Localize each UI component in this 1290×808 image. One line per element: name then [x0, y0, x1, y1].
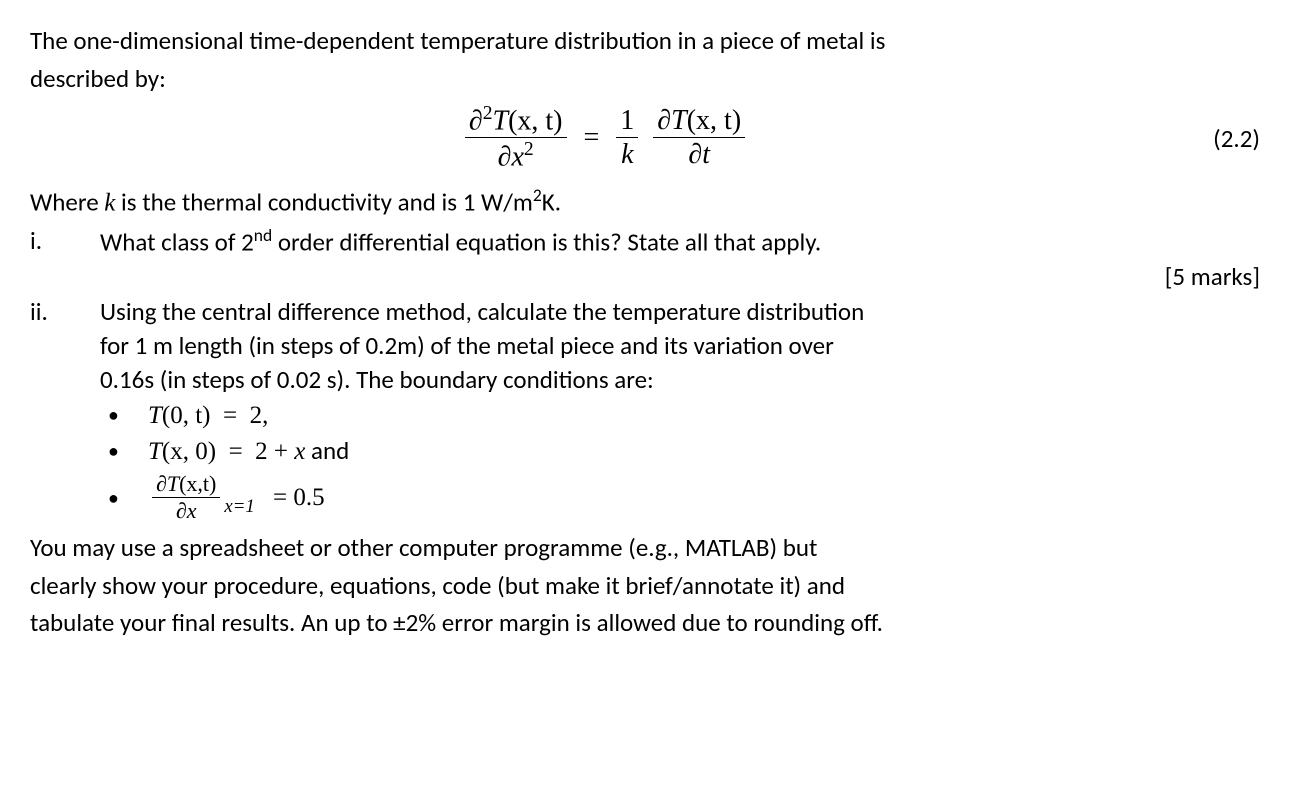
- bc1-eq: =: [211, 402, 250, 429]
- item-i-body: What class of 2nd order differential equ…: [100, 224, 1260, 293]
- footer-line2: clearly show your procedure, equations, …: [30, 569, 1260, 603]
- eq-lhs-d: ∂: [469, 105, 483, 136]
- equation-row: ∂2T(x, t) ∂x2 = 1 k ∂T(x, t) ∂t (2.2): [30, 102, 1260, 175]
- item-ii-marker: ii.: [30, 295, 100, 527]
- bc2-rhs: 2 +: [255, 438, 294, 465]
- equation-label: (2.2): [1180, 102, 1260, 156]
- bc2-T: T: [148, 438, 162, 465]
- item-i: i. What class of 2nd order differential …: [30, 224, 1260, 293]
- item-ii-body: Using the central difference method, cal…: [100, 295, 1260, 527]
- eq-lhs-T: T: [492, 105, 508, 136]
- bc1: ● T(0, t) = 2,: [100, 399, 1260, 433]
- where-post1: is the thermal conductivity and is 1 W/m: [115, 187, 533, 218]
- bc3-sub: x=1: [224, 496, 254, 517]
- bc3-content: ∂T(x,t) ∂x x=1 = 0.5: [148, 471, 325, 525]
- bc3: ● ∂T(x,t) ∂x x=1 = 0.5: [100, 471, 1260, 525]
- eq-rhs1-den: k: [616, 138, 638, 172]
- bc3-num-args: (x,t): [179, 471, 216, 496]
- bc3-den: ∂x: [152, 498, 220, 524]
- bullet-dot-icon: ●: [100, 403, 148, 427]
- item-i-sup: nd: [254, 224, 272, 246]
- where-post2: K.: [542, 187, 561, 218]
- intro-line2: described by:: [30, 62, 1260, 96]
- bc2-x: x: [294, 438, 305, 465]
- where-pre: Where: [30, 187, 104, 218]
- item-i-marker: i.: [30, 224, 100, 293]
- bc2-eq: =: [216, 438, 255, 465]
- bullet-dot-icon: ●: [100, 486, 148, 510]
- footer-line3: tabulate your final results. An up to ±2…: [30, 606, 1260, 640]
- intro-line1: The one-dimensional time-dependent tempe…: [30, 24, 1260, 58]
- eq-lhs-args: (x, t): [508, 105, 562, 136]
- eq-rhs2-den: ∂t: [653, 138, 745, 172]
- eq-equals: =: [584, 122, 600, 153]
- bc1-T: T: [148, 402, 162, 429]
- where-k: k: [104, 190, 115, 217]
- bc3-fraction: ∂T(x,t) ∂x: [152, 471, 220, 525]
- eq-rhs2-fraction: ∂T(x, t) ∂t: [653, 104, 745, 172]
- bc2: ● T(x, 0) = 2 + x and: [100, 434, 1260, 469]
- item-ii-line2: for 1 m length (in steps of 0.2m) of the…: [100, 329, 1260, 363]
- bc3-num-dT: ∂T: [156, 471, 179, 496]
- eq-lhs-den-sq: 2: [524, 139, 534, 160]
- item-i-text1: What class of 2: [100, 227, 254, 258]
- eq-lhs-sq: 2: [483, 103, 493, 124]
- eq-lhs-den-dx: ∂x: [498, 142, 524, 173]
- eq-rhs2-dT: ∂T: [657, 105, 686, 136]
- item-ii-line1: Using the central difference method, cal…: [100, 295, 1260, 329]
- where-line: Where k is the thermal conductivity and …: [30, 184, 1260, 220]
- where-sq: 2: [533, 184, 542, 206]
- eq-rhs1-fraction: 1 k: [616, 104, 638, 172]
- item-ii-line3: 0.16s (in steps of 0.02 s). The boundary…: [100, 363, 1260, 397]
- item-i-marks: [5 marks]: [100, 260, 1260, 294]
- bc2-and: and: [305, 435, 349, 466]
- bc1-args: (0, t): [162, 402, 211, 429]
- bullet-dot-icon: ●: [100, 439, 148, 463]
- bc2-content: T(x, 0) = 2 + x and: [148, 434, 349, 469]
- item-i-text2: order differential equation is this? Sta…: [272, 227, 821, 258]
- bc1-rhs: 2,: [250, 402, 269, 429]
- bc1-content: T(0, t) = 2,: [148, 399, 268, 433]
- bc3-eq: = 0.5: [273, 484, 325, 511]
- item-ii: ii. Using the central difference method,…: [30, 295, 1260, 527]
- equation-main: ∂2T(x, t) ∂x2 = 1 k ∂T(x, t) ∂t: [30, 102, 1180, 175]
- bc2-args: (x, 0): [162, 438, 216, 465]
- eq-rhs2-args: (x, t): [687, 105, 741, 136]
- eq-rhs1-num: 1: [616, 104, 638, 139]
- footer-line1: You may use a spreadsheet or other compu…: [30, 531, 1260, 565]
- eq-lhs-fraction: ∂2T(x, t) ∂x2: [465, 102, 567, 175]
